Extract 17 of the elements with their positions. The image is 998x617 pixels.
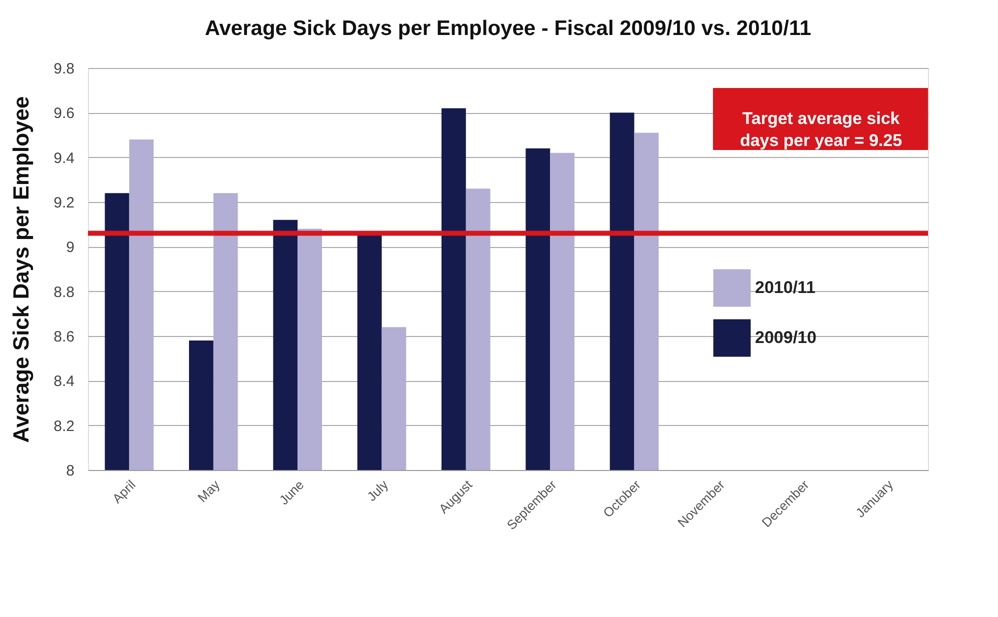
legend-label: 2010/11 <box>755 278 816 297</box>
y-tick-label: 8.6 <box>54 328 74 346</box>
y-tick-label: 9 <box>66 239 74 256</box>
y-tick-label: 9.4 <box>54 150 74 167</box>
y-tick-label: 8.8 <box>54 284 74 301</box>
y-tick-label: 9.2 <box>54 194 74 212</box>
y-tick-label: 8 <box>66 462 74 480</box>
y-tick-label: 9.6 <box>54 105 74 122</box>
chart-title: Average Sick Days per Employee - Fiscal 2009/10 vs. 2010/11 <box>204 17 812 40</box>
annotation: Target average sick days per year = 9.25 <box>740 109 902 150</box>
x-tick-label: July <box>364 476 392 504</box>
y-axis-title: Average Sick Days per Employee <box>8 96 34 443</box>
y-tick-label: 8.4 <box>54 373 74 390</box>
x-tick-label: May <box>194 476 223 506</box>
y-tick-label: 9.8 <box>54 60 74 78</box>
legend-label: 2009/10 <box>755 328 816 347</box>
y-tick-label: 8.2 <box>54 418 74 435</box>
